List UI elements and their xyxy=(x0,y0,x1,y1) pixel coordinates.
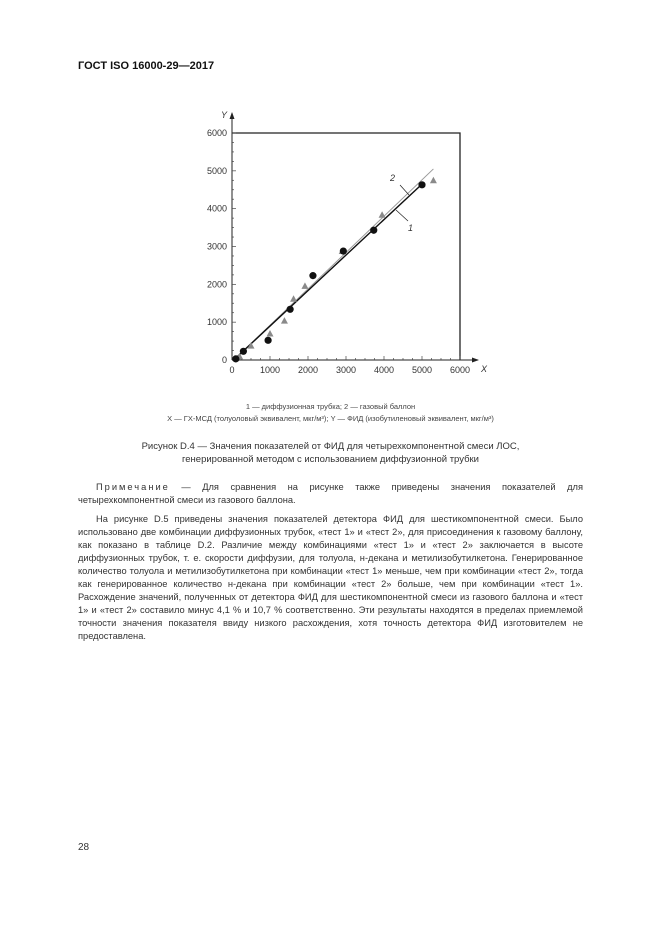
x-axis-arrow xyxy=(472,357,479,363)
annotation-1-leader xyxy=(395,209,409,222)
y-tick-label: 1000 xyxy=(207,317,227,327)
triangle-point xyxy=(266,330,274,337)
note: Примечание — Для сравнения на рисунке та… xyxy=(78,481,583,507)
y-tick-label: 6000 xyxy=(207,128,227,138)
note-text: — Для сравнения на рисунке также приведе… xyxy=(78,482,583,505)
x-axis-label: X xyxy=(480,364,488,374)
x-tick-label: 0 xyxy=(229,365,234,375)
note-label: Примечание xyxy=(96,482,170,492)
figure-caption: Рисунок D.4 — Значения показателей от ФИ… xyxy=(78,440,583,466)
triangle-point xyxy=(378,211,386,218)
document-header: ГОСТ ISO 16000-29—2017 xyxy=(78,60,215,72)
circle-point xyxy=(286,305,294,313)
x-tick-label: 3000 xyxy=(336,365,356,375)
circle-point xyxy=(418,181,426,189)
triangle-point xyxy=(247,342,255,349)
triangle-point xyxy=(429,176,437,184)
x-tick-label: 5000 xyxy=(412,365,432,375)
x-tick-label: 6000 xyxy=(450,365,470,375)
y-tick-label: 4000 xyxy=(207,204,227,214)
x-tick-label: 4000 xyxy=(374,365,394,375)
y-axis-arrow xyxy=(229,112,235,119)
annotation-2-leader xyxy=(399,184,410,196)
figure-legend-line2: X — ГХ-МСД (толуоловый эквивалент, мкг/м… xyxy=(78,414,583,423)
fit-line-1 xyxy=(237,183,423,357)
circle-point xyxy=(264,336,272,344)
circle-point xyxy=(239,347,247,355)
plot-frame xyxy=(232,132,461,360)
y-tick-label: 5000 xyxy=(207,166,227,176)
figure-legend-line1: 1 — диффузионная трубка; 2 — газовый бал… xyxy=(245,402,416,411)
y-tick-label: 2000 xyxy=(207,279,227,289)
legend-y: Y — ФИД (изобутиленовый эквивалент, мкг/… xyxy=(330,414,494,423)
caption-line1: Рисунок D.4 — Значения показателей от ФИ… xyxy=(141,441,520,452)
x-tick-label: 1000 xyxy=(260,365,280,375)
page-number: 28 xyxy=(78,842,90,853)
circle-point xyxy=(339,247,347,255)
circle-point xyxy=(232,355,240,363)
scatter-chart: Y X 0 1000 2000 3000 4000 5000 6000 0 1000 2000 3000… xyxy=(207,110,488,375)
circle-point xyxy=(370,226,378,234)
y-tick-label: 0 xyxy=(222,355,227,365)
body-paragraph: На рисунке D.5 приведены значения показа… xyxy=(78,514,583,641)
triangle-point xyxy=(301,282,309,289)
x-tick-label: 2000 xyxy=(298,365,318,375)
annotation-2: 2 xyxy=(389,173,395,183)
legend-x: X — ГХ-МСД (толуоловый эквивалент, мкг/м… xyxy=(167,414,331,423)
triangle-point xyxy=(280,317,288,324)
y-axis-label: Y xyxy=(221,110,228,120)
triangle-point xyxy=(290,295,298,302)
circle-point xyxy=(309,272,317,280)
y-tick-label: 3000 xyxy=(207,242,227,252)
annotation-1: 1 xyxy=(408,223,413,233)
caption-line2: генерированной методом с использованием … xyxy=(182,454,479,465)
